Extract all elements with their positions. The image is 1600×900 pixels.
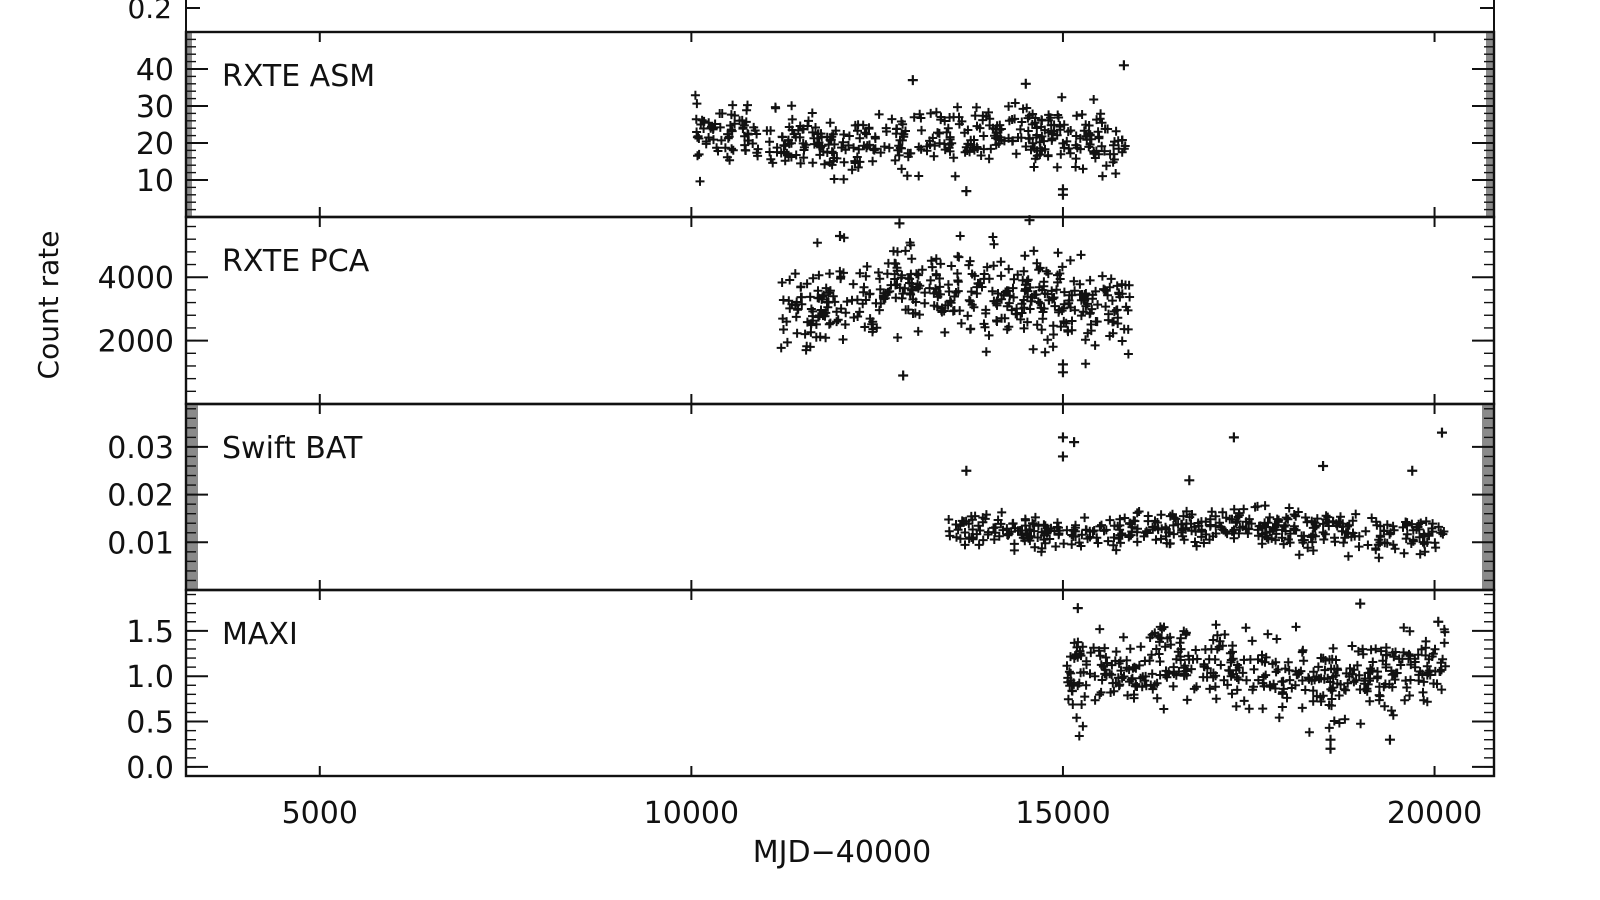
outlier-point	[835, 231, 845, 242]
outlier-point	[1069, 437, 1080, 448]
y-tick-label: 10	[136, 164, 174, 199]
scatter-points-2	[944, 501, 1449, 563]
outlier-point	[1384, 734, 1395, 745]
outlier-point	[1433, 616, 1444, 627]
outlier-point	[1057, 359, 1068, 370]
data-points	[690, 60, 1450, 754]
panel-frame	[184, 30, 1496, 219]
outlier-point	[1325, 743, 1336, 754]
y-tick-label: 30	[136, 90, 174, 125]
panel-edge-band-right	[1482, 404, 1494, 590]
outlier-point	[1436, 427, 1447, 438]
outlier-point	[1118, 60, 1129, 71]
panel-label: Swift BAT	[222, 431, 363, 466]
outlier-point	[1072, 603, 1083, 614]
y-tick-label: 0.0	[126, 751, 174, 786]
outlier-point	[1355, 598, 1366, 609]
panel-edge-band-left	[186, 404, 198, 590]
panel-frame	[184, 402, 1496, 592]
y-tick-label: 0.5	[126, 706, 174, 741]
y-tick-label: 20	[136, 127, 174, 162]
panel-edge-band-left	[186, 32, 192, 217]
panel-edge-band-right	[1486, 32, 1494, 217]
panel-label: RXTE PCA	[222, 244, 370, 279]
scatter-points-0	[690, 90, 1130, 186]
y-tick-label: 4000	[98, 261, 174, 296]
outlier-point	[961, 465, 972, 476]
y-tick-label: 0.02	[107, 479, 174, 514]
scatter-points-3	[1062, 620, 1450, 741]
outlier-point	[961, 186, 972, 197]
x-axis-title: MJD−40000	[753, 835, 931, 870]
outlier-point	[1057, 184, 1068, 195]
panel-frame	[184, 215, 1496, 406]
scatter-points-1	[776, 231, 1135, 369]
y-tick-label: 40	[136, 53, 174, 88]
y-tick-label: 2000	[98, 325, 174, 360]
y-axis-title: Count rate	[32, 231, 65, 380]
outlier-point	[1325, 734, 1336, 745]
outlier-point	[898, 370, 909, 381]
x-tick-label: 15000	[1015, 796, 1110, 831]
outlier-point	[894, 218, 905, 229]
panel-frames	[184, 30, 1496, 778]
outlier-point	[1057, 451, 1068, 462]
panel-label: RXTE ASM	[222, 59, 375, 94]
x-tick-label: 5000	[282, 796, 358, 831]
y-tick-label: 0.03	[107, 431, 174, 466]
x-tick-label: 10000	[644, 796, 739, 831]
outlier-point	[1020, 78, 1031, 89]
outlier-point	[1024, 215, 1035, 226]
panel-frame	[184, 588, 1496, 778]
panel-label: MAXI	[222, 617, 298, 652]
y-tick-label: 1.5	[126, 615, 174, 650]
outlier-point	[1407, 465, 1418, 476]
outlier-point	[1057, 432, 1068, 443]
x-tick-label: 20000	[1387, 796, 1482, 831]
top-strip-tick-label: 0.2	[127, 0, 172, 25]
outlier-point	[1228, 432, 1239, 443]
outlier-point	[907, 75, 918, 86]
y-tick-label: 1.0	[126, 660, 174, 695]
outlier-point	[1184, 475, 1195, 486]
y-tick-label: 0.01	[107, 526, 174, 561]
outlier-point	[1318, 461, 1329, 471]
